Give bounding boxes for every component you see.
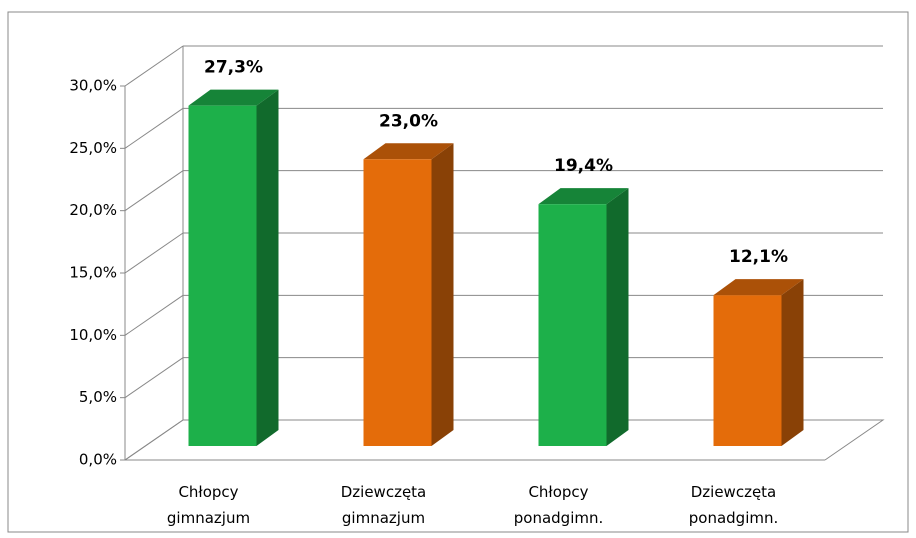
- grid-line: [124, 294, 184, 336]
- bar-top: [538, 188, 629, 205]
- bar: [538, 204, 607, 446]
- grid-line: [124, 419, 184, 461]
- chart-frame: [7, 11, 909, 533]
- x-tick-label: Chłopcy ponadgimn.: [514, 483, 604, 527]
- y-tick-label: 0,0%: [79, 451, 117, 469]
- data-label: 12,1%: [729, 247, 788, 267]
- y-tick-label: 30,0%: [69, 77, 117, 95]
- grid-line: [124, 357, 184, 399]
- y-tick-label: 15,0%: [69, 264, 117, 282]
- bar-top: [188, 89, 279, 106]
- bar-top: [713, 279, 804, 296]
- x-tick-label: Dziewczęta ponadgimn.: [689, 483, 779, 527]
- bar: [363, 159, 432, 446]
- bar-top: [363, 143, 454, 160]
- data-label: 27,3%: [204, 58, 263, 78]
- bar-side: [781, 279, 804, 446]
- grid-line: [124, 45, 184, 87]
- grid-line: [124, 232, 184, 274]
- bar-side: [606, 188, 629, 446]
- grid-line: [124, 170, 184, 212]
- y-tick-label: 25,0%: [69, 139, 117, 157]
- bar-side: [256, 89, 279, 446]
- y-tick-label: 5,0%: [79, 388, 117, 406]
- bar-side: [431, 143, 454, 446]
- y-tick-label: 10,0%: [69, 326, 117, 344]
- x-tick-label: Dziewczęta gimnazjum: [341, 483, 427, 527]
- x-tick-label: Chłopcy gimnazjum: [167, 483, 250, 527]
- bar: [188, 105, 257, 446]
- bar: [713, 295, 782, 446]
- data-label: 19,4%: [554, 156, 613, 176]
- data-label: 23,0%: [379, 111, 438, 131]
- grid-line: [124, 107, 184, 149]
- y-tick-label: 20,0%: [69, 201, 117, 219]
